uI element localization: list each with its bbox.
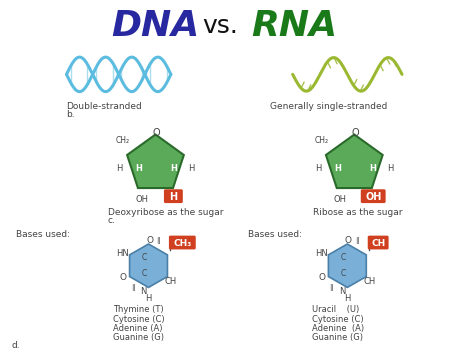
Text: H: H bbox=[170, 163, 177, 173]
Text: O: O bbox=[345, 235, 352, 245]
Polygon shape bbox=[127, 134, 184, 188]
Text: d.: d. bbox=[11, 341, 20, 350]
Text: Adenine  (A): Adenine (A) bbox=[311, 324, 364, 333]
Text: O: O bbox=[119, 273, 126, 282]
Text: H: H bbox=[146, 294, 152, 303]
Text: H: H bbox=[344, 294, 351, 303]
Text: CH₂: CH₂ bbox=[116, 136, 129, 145]
Text: CH: CH bbox=[371, 239, 385, 247]
Text: H: H bbox=[117, 163, 123, 173]
Text: Cytosine (C): Cytosine (C) bbox=[311, 315, 363, 324]
FancyBboxPatch shape bbox=[368, 235, 389, 250]
Text: Adenine (A): Adenine (A) bbox=[113, 324, 162, 333]
Polygon shape bbox=[326, 134, 383, 188]
Text: CH₃: CH₃ bbox=[173, 239, 191, 247]
FancyBboxPatch shape bbox=[361, 189, 386, 203]
Text: O: O bbox=[153, 127, 160, 138]
Text: Guanine (G): Guanine (G) bbox=[311, 333, 363, 342]
Text: C: C bbox=[142, 253, 147, 262]
Text: b.: b. bbox=[66, 110, 74, 119]
Text: OH: OH bbox=[135, 195, 148, 204]
Text: Uracil    (U): Uracil (U) bbox=[311, 305, 359, 314]
Text: c.: c. bbox=[108, 216, 116, 226]
Polygon shape bbox=[129, 244, 167, 287]
Text: H: H bbox=[169, 192, 177, 202]
Text: H: H bbox=[369, 163, 375, 173]
Text: Bases used:: Bases used: bbox=[248, 230, 302, 239]
Text: OH: OH bbox=[334, 195, 347, 204]
Text: H: H bbox=[387, 163, 393, 173]
FancyBboxPatch shape bbox=[164, 189, 183, 203]
Text: H: H bbox=[188, 163, 194, 173]
Text: DNA: DNA bbox=[111, 9, 200, 43]
Text: Double-stranded: Double-stranded bbox=[66, 102, 142, 111]
Text: C: C bbox=[142, 269, 147, 278]
Text: HN: HN bbox=[315, 249, 328, 258]
Text: Thymine (T): Thymine (T) bbox=[113, 305, 164, 314]
Text: ‖: ‖ bbox=[156, 237, 160, 244]
Text: CH₂: CH₂ bbox=[314, 136, 328, 145]
Polygon shape bbox=[328, 244, 366, 287]
Text: OH: OH bbox=[365, 192, 382, 202]
Text: Ribose as the sugar: Ribose as the sugar bbox=[312, 208, 402, 216]
Text: CH: CH bbox=[164, 277, 176, 286]
Text: ‖: ‖ bbox=[356, 237, 359, 244]
Text: H: H bbox=[315, 163, 322, 173]
Text: ‖: ‖ bbox=[131, 284, 134, 291]
Text: C: C bbox=[341, 269, 346, 278]
Text: Cytosine (C): Cytosine (C) bbox=[113, 315, 164, 324]
Text: C: C bbox=[341, 253, 346, 262]
Text: Guanine (G): Guanine (G) bbox=[113, 333, 164, 342]
Text: H: H bbox=[334, 163, 341, 173]
Text: N: N bbox=[140, 287, 147, 296]
Text: O: O bbox=[352, 127, 359, 138]
Text: ‖: ‖ bbox=[329, 284, 333, 291]
Text: O: O bbox=[146, 235, 153, 245]
Text: Bases used:: Bases used: bbox=[16, 230, 70, 239]
Text: Deoxyribose as the sugar: Deoxyribose as the sugar bbox=[108, 208, 223, 216]
Text: N: N bbox=[339, 287, 346, 296]
Text: CH: CH bbox=[363, 277, 375, 286]
Text: Generally single-stranded: Generally single-stranded bbox=[270, 102, 387, 111]
FancyBboxPatch shape bbox=[169, 235, 196, 250]
Text: O: O bbox=[318, 273, 325, 282]
Text: H: H bbox=[135, 163, 142, 173]
Text: vs.: vs. bbox=[202, 14, 238, 38]
Text: RNA: RNA bbox=[252, 9, 337, 43]
Text: HN: HN bbox=[116, 249, 129, 258]
